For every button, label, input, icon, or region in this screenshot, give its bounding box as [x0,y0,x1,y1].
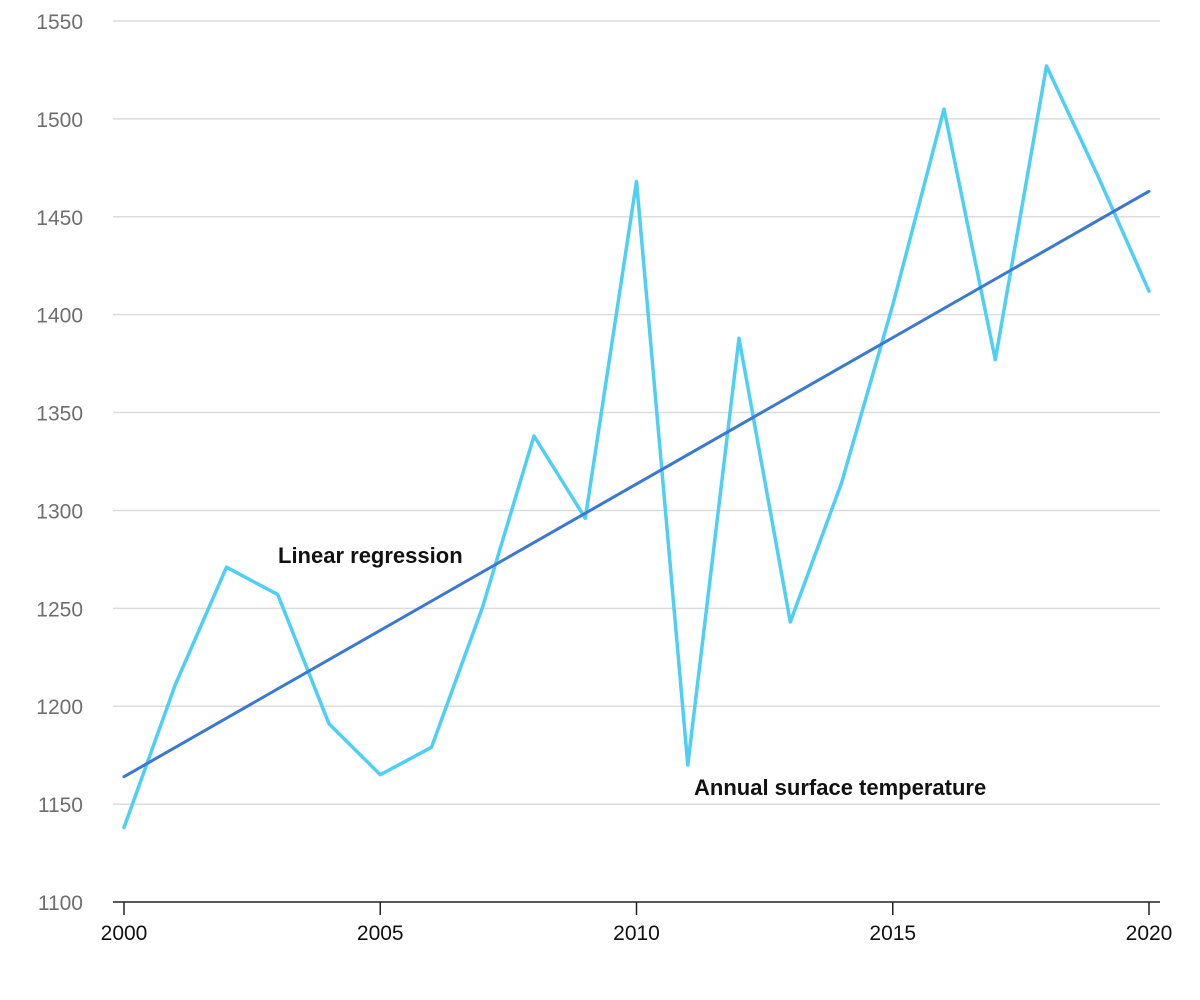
y-tick-label: 1150 [38,794,83,817]
temperature-series-line [122,64,1151,830]
y-axis: 1100 1150 1200 1250 1300 1350 1400 1450 1500 1550 [36,11,83,915]
y-tick-label: 1100 [38,892,83,915]
series [122,64,1151,830]
y-tick-label: 1450 [36,207,83,230]
y-tick-label: 1400 [36,305,83,328]
gridlines [113,20,1160,805]
x-tick-label: 2015 [869,922,916,945]
y-tick-label: 1250 [36,598,83,621]
y-tick-label: 1550 [36,11,83,34]
x-tick-label: 2005 [357,922,404,945]
regression-series-line [122,189,1151,779]
x-tick-label: 2020 [1126,922,1173,945]
temperature-series-label: Annual surface temperature [694,775,986,800]
y-tick-label: 1350 [36,403,83,426]
x-tick-label: 2010 [613,922,660,945]
y-tick-label: 1500 [36,109,83,132]
x-tick-label: 2000 [101,922,148,945]
y-tick-label: 1200 [36,696,83,719]
y-tick-label: 1300 [36,500,83,523]
series-labels: Linear regression Annual surface tempera… [278,543,986,800]
regression-series-label: Linear regression [278,543,463,568]
x-axis: 2000 2005 2010 2015 2020 [101,901,1173,945]
